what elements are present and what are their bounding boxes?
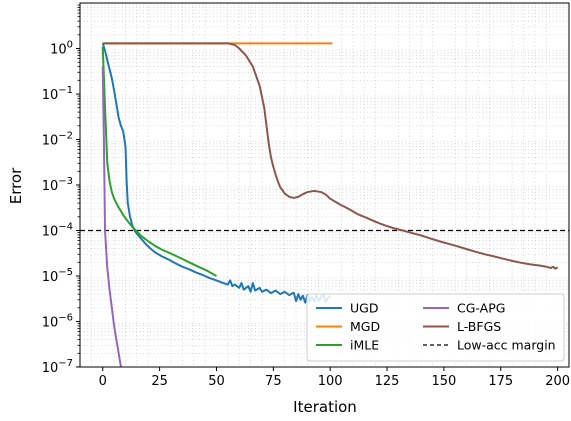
- x-tick-label: 25: [151, 374, 168, 389]
- y-axis-label: Error: [7, 167, 25, 204]
- x-tick-label: 75: [265, 374, 282, 389]
- x-tick-label: 150: [431, 374, 456, 389]
- series-line-cg-apg: [101, 66, 122, 367]
- x-tick-label: 50: [208, 374, 225, 389]
- legend-label: CG-APG: [457, 301, 505, 316]
- x-tick-label: 200: [545, 374, 570, 389]
- legend-label: Low-acc margin: [457, 338, 556, 353]
- legend-label: UGD: [350, 301, 378, 316]
- x-axis-label: Iteration: [293, 398, 357, 416]
- x-tick-label: 175: [488, 374, 513, 389]
- legend-label: L-BFGS: [457, 319, 501, 334]
- series-line-imle: [101, 46, 217, 277]
- legend-label: MGD: [350, 319, 380, 334]
- series-line-l-bfgs: [102, 42, 559, 270]
- legend-label: iMLE: [350, 338, 379, 353]
- legend: UGD MGD iMLE CG-APG L-BFGS Low-acc margin: [306, 293, 565, 362]
- series-line-ugd: [101, 43, 331, 304]
- x-tick-label: 125: [375, 374, 400, 389]
- x-tick-label: 100: [318, 374, 343, 389]
- x-tick-label: 0: [99, 374, 107, 389]
- series-layer: [80, 42, 569, 367]
